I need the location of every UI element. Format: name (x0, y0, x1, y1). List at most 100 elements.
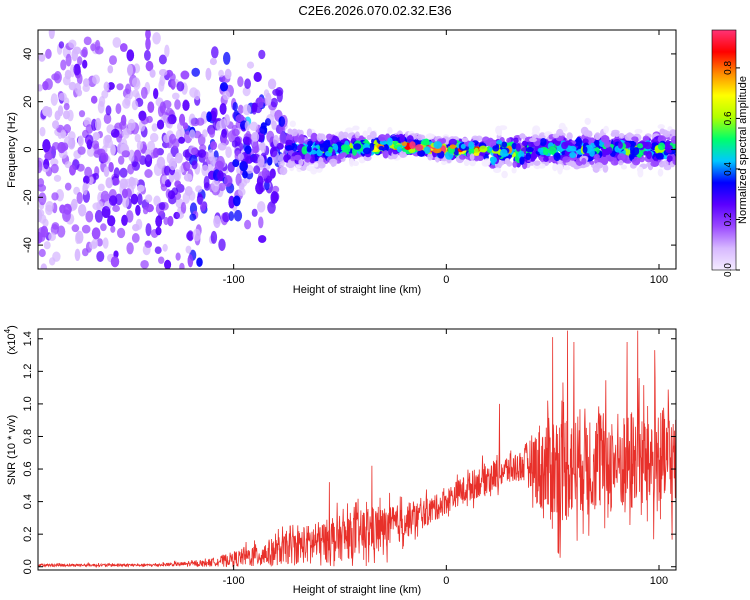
heatmap-cell (167, 190, 176, 200)
heatmap-cell (584, 117, 591, 125)
heatmap-cell (631, 136, 639, 141)
heatmap-cell (490, 139, 497, 146)
heatmap-cell (103, 166, 110, 178)
heatmap-cell (68, 39, 77, 49)
heatmap-cell (57, 142, 66, 154)
heatmap-cell (604, 141, 611, 148)
heatmap-cell (306, 145, 312, 153)
heatmap-cell (602, 164, 609, 173)
snr-ytick-label: 0.6 (22, 461, 34, 476)
heatmap-cell (249, 121, 259, 131)
heatmap-cell (132, 224, 140, 232)
heatmap-cell (328, 146, 333, 153)
heatmap-cell (121, 214, 128, 226)
colorbar-tick-label: 0.2 (723, 212, 734, 226)
heatmap-cell (382, 150, 389, 159)
heatmap-cell (409, 141, 416, 150)
heatmap-cell (399, 135, 405, 143)
heatmap-cell (525, 146, 534, 153)
heatmap-cell (156, 119, 165, 130)
heatmap-cell (589, 160, 595, 165)
heatmap-cell (253, 165, 261, 175)
spectrogram-axes: -100 0 100 -40 -20 0 20 40 (22, 30, 676, 286)
heatmap-cell (53, 71, 62, 84)
spectrogram-xlabel: Height of straight line (km) (293, 284, 421, 296)
heatmap-cell (78, 204, 87, 217)
heatmap-cell (133, 149, 142, 162)
heatmap-cell (110, 144, 116, 156)
heatmap-cell (40, 225, 48, 238)
heatmap-cell (362, 130, 368, 138)
spectrogram-ytick-label: 0 (22, 146, 34, 152)
heatmap-cell (164, 259, 172, 269)
heatmap-cell (179, 262, 185, 269)
heatmap-cell (561, 141, 569, 150)
heatmap-cell (153, 88, 159, 100)
heatmap-cell (501, 170, 508, 179)
heatmap-cell (63, 103, 70, 111)
figure-title: C2E6.2026.070.02.32.E36 (298, 3, 451, 18)
heatmap-cell (238, 187, 246, 197)
snr-frame-bg (38, 329, 676, 570)
heatmap-cell (293, 154, 302, 161)
heatmap-cell (592, 165, 600, 173)
heatmap-cell (617, 141, 623, 149)
heatmap-cell (175, 252, 181, 261)
snr-multiplier: (x104) (3, 325, 18, 355)
heatmap-cell (289, 120, 296, 128)
heatmap-cell (113, 250, 119, 258)
heatmap-cell (369, 142, 375, 151)
heatmap-cell (147, 101, 155, 113)
heatmap-cell (646, 150, 652, 160)
heatmap-cell (53, 174, 62, 182)
heatmap-cell (127, 163, 135, 175)
heatmap-cell (144, 49, 151, 61)
heatmap-cell (196, 257, 203, 267)
heatmap-cell (298, 134, 305, 142)
heatmap-cell (244, 145, 252, 155)
heatmap-cell (378, 134, 387, 142)
heatmap-cell (529, 137, 537, 143)
heatmap-cell (228, 211, 235, 222)
heatmap-cell (235, 173, 242, 186)
snr-ytick-label: 0.0 (22, 559, 34, 574)
heatmap-cell (231, 140, 238, 148)
heatmap-cell (349, 158, 355, 167)
heatmap-cell (562, 156, 571, 163)
heatmap-cell (396, 146, 402, 153)
heatmap-cell (189, 87, 199, 98)
heatmap-cell (63, 203, 72, 215)
heatmap-cell (257, 201, 266, 213)
heatmap-cell (128, 149, 135, 162)
heatmap-cell (637, 166, 644, 173)
heatmap-cell (100, 190, 110, 203)
heatmap-cell (82, 248, 89, 257)
colorbar: 0.0 0.2 0.4 0.6 0.8 Normalized spectral ampl… (711, 29, 749, 277)
heatmap-cell (223, 51, 231, 65)
heatmap-cell (179, 113, 186, 126)
heatmap-cell (138, 110, 147, 122)
heatmap-cell (237, 76, 244, 88)
heatmap-cell (495, 125, 502, 135)
heatmap-cell (617, 153, 626, 161)
heatmap-cell (352, 125, 360, 131)
heatmap-cell (659, 128, 666, 135)
heatmap-cell (309, 154, 316, 164)
heatmap-cell (245, 155, 253, 164)
colorbar-tick-label: 0.6 (723, 111, 734, 125)
heatmap-cell (540, 138, 547, 146)
heatmap-cell (107, 215, 116, 227)
heatmap-cell (121, 150, 130, 158)
heatmap-cell (459, 154, 466, 160)
heatmap-cell (140, 260, 149, 269)
heatmap-cell (634, 128, 643, 134)
heatmap-cell (145, 37, 151, 51)
heatmap-cell (119, 178, 128, 190)
heatmap-cell (329, 158, 338, 165)
heatmap-cell (630, 149, 635, 155)
heatmap-cell (185, 245, 192, 254)
heatmap-cell (187, 254, 194, 268)
heatmap-cell (205, 67, 212, 81)
snr-series (38, 330, 676, 569)
